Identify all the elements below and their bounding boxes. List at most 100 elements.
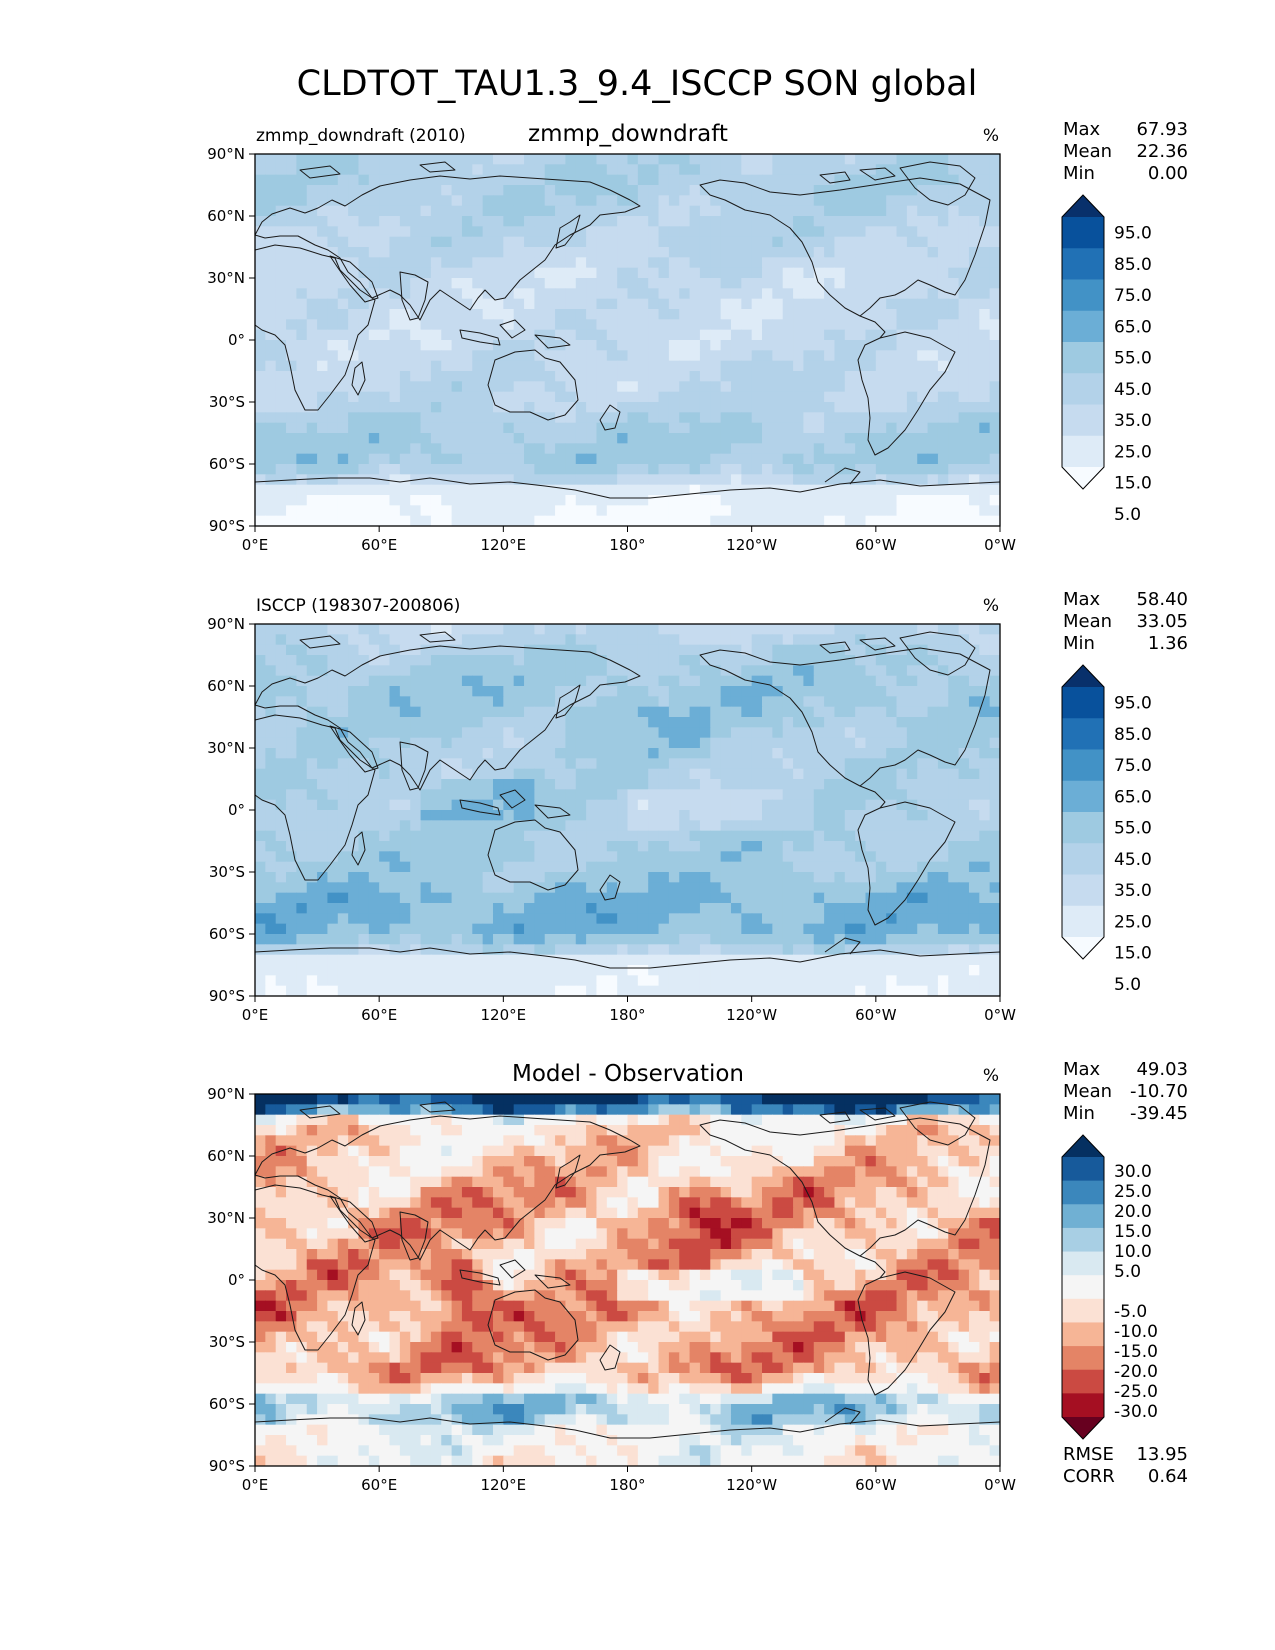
field-cell <box>596 903 608 914</box>
field-cell <box>555 195 567 207</box>
field-cell <box>265 371 277 382</box>
field-cell <box>337 391 349 403</box>
field-cell <box>327 422 339 434</box>
field-cell <box>492 381 504 393</box>
field-cell <box>410 216 422 227</box>
field-cell <box>989 391 1000 403</box>
field-cell <box>606 624 618 635</box>
field-cell <box>337 675 349 687</box>
field-cell <box>668 205 680 217</box>
field-cell <box>689 360 701 372</box>
field-cell <box>368 913 380 925</box>
field-cell <box>751 433 763 444</box>
field-cell <box>286 216 297 227</box>
field-cell <box>420 913 432 925</box>
field-cell <box>503 185 515 196</box>
field-cell <box>658 675 670 687</box>
field-cell <box>524 505 535 517</box>
field-cell <box>275 706 287 718</box>
field-cell <box>782 371 794 382</box>
field-cell <box>896 185 908 196</box>
field-cell <box>441 820 453 832</box>
field-cell <box>379 267 391 279</box>
field-cell <box>989 453 1000 465</box>
field-cell <box>513 350 525 362</box>
field-cell <box>461 236 473 248</box>
field-cell <box>368 433 380 444</box>
field-cell <box>648 686 660 697</box>
field-cell <box>348 257 360 269</box>
field-cell <box>441 872 453 883</box>
field-cell <box>855 236 867 248</box>
field-cell <box>255 727 266 739</box>
field-cell <box>306 779 318 790</box>
field-cell <box>906 484 918 496</box>
field-cell <box>317 655 329 666</box>
field-cell <box>668 748 680 759</box>
field-cell <box>772 226 784 238</box>
field-cell <box>379 236 391 248</box>
field-cell <box>565 350 577 362</box>
field-cell <box>896 154 908 165</box>
field-cell <box>803 737 815 749</box>
field-cell <box>379 309 391 320</box>
field-cell <box>751 174 763 186</box>
field-cell <box>875 236 887 248</box>
field-cell <box>844 443 856 455</box>
field-cell <box>410 257 422 269</box>
field-cell <box>730 495 742 506</box>
field-cell <box>741 278 753 289</box>
field-cell <box>555 319 567 331</box>
field-cell <box>337 360 349 372</box>
field-cell <box>906 851 918 863</box>
field-cell <box>420 686 432 697</box>
field-cell <box>855 185 867 196</box>
field-cell <box>482 789 494 801</box>
field-cell <box>265 861 277 873</box>
field-cell <box>461 174 473 186</box>
field-cell <box>596 236 608 248</box>
field-cell <box>782 923 794 935</box>
field-cell <box>679 737 691 749</box>
field-cell <box>379 495 391 506</box>
field-cell <box>255 665 266 677</box>
field-cell <box>689 748 701 759</box>
field-cell <box>793 329 805 341</box>
field-cell <box>813 515 825 526</box>
field-cell <box>762 665 773 677</box>
field-cell <box>586 402 598 413</box>
field-cell <box>327 892 339 904</box>
field-cell <box>927 923 939 935</box>
field-cell <box>730 748 742 759</box>
field-cell <box>472 464 484 475</box>
field-cell <box>803 923 815 935</box>
field-cell <box>679 779 691 790</box>
field-cell <box>399 810 411 821</box>
field-cell <box>668 422 680 434</box>
field-cell <box>720 913 732 925</box>
field-cell <box>751 861 763 873</box>
field-cell <box>368 205 380 217</box>
field-cell <box>896 923 908 935</box>
field-cell <box>534 665 546 677</box>
field-cell <box>844 185 856 196</box>
field-cell <box>668 371 680 382</box>
field-cell <box>844 319 856 331</box>
field-cell <box>586 655 598 666</box>
field-cell <box>762 319 773 331</box>
field-cell <box>875 717 887 728</box>
field-cell <box>472 340 484 351</box>
field-cell <box>389 789 401 801</box>
field-cell <box>575 319 587 331</box>
field-cell <box>317 768 329 780</box>
field-cell <box>730 696 742 708</box>
field-cell <box>441 644 453 656</box>
field-cell <box>803 453 815 465</box>
field-cell <box>296 686 308 697</box>
field-cell <box>927 686 939 697</box>
field-cell <box>948 329 960 341</box>
field-cell <box>555 758 567 770</box>
field-cell <box>968 634 980 646</box>
field-cell <box>275 381 287 393</box>
panel-model: zmmp_downdraft (2010) zmmp_downdraft % 9… <box>207 119 1188 554</box>
